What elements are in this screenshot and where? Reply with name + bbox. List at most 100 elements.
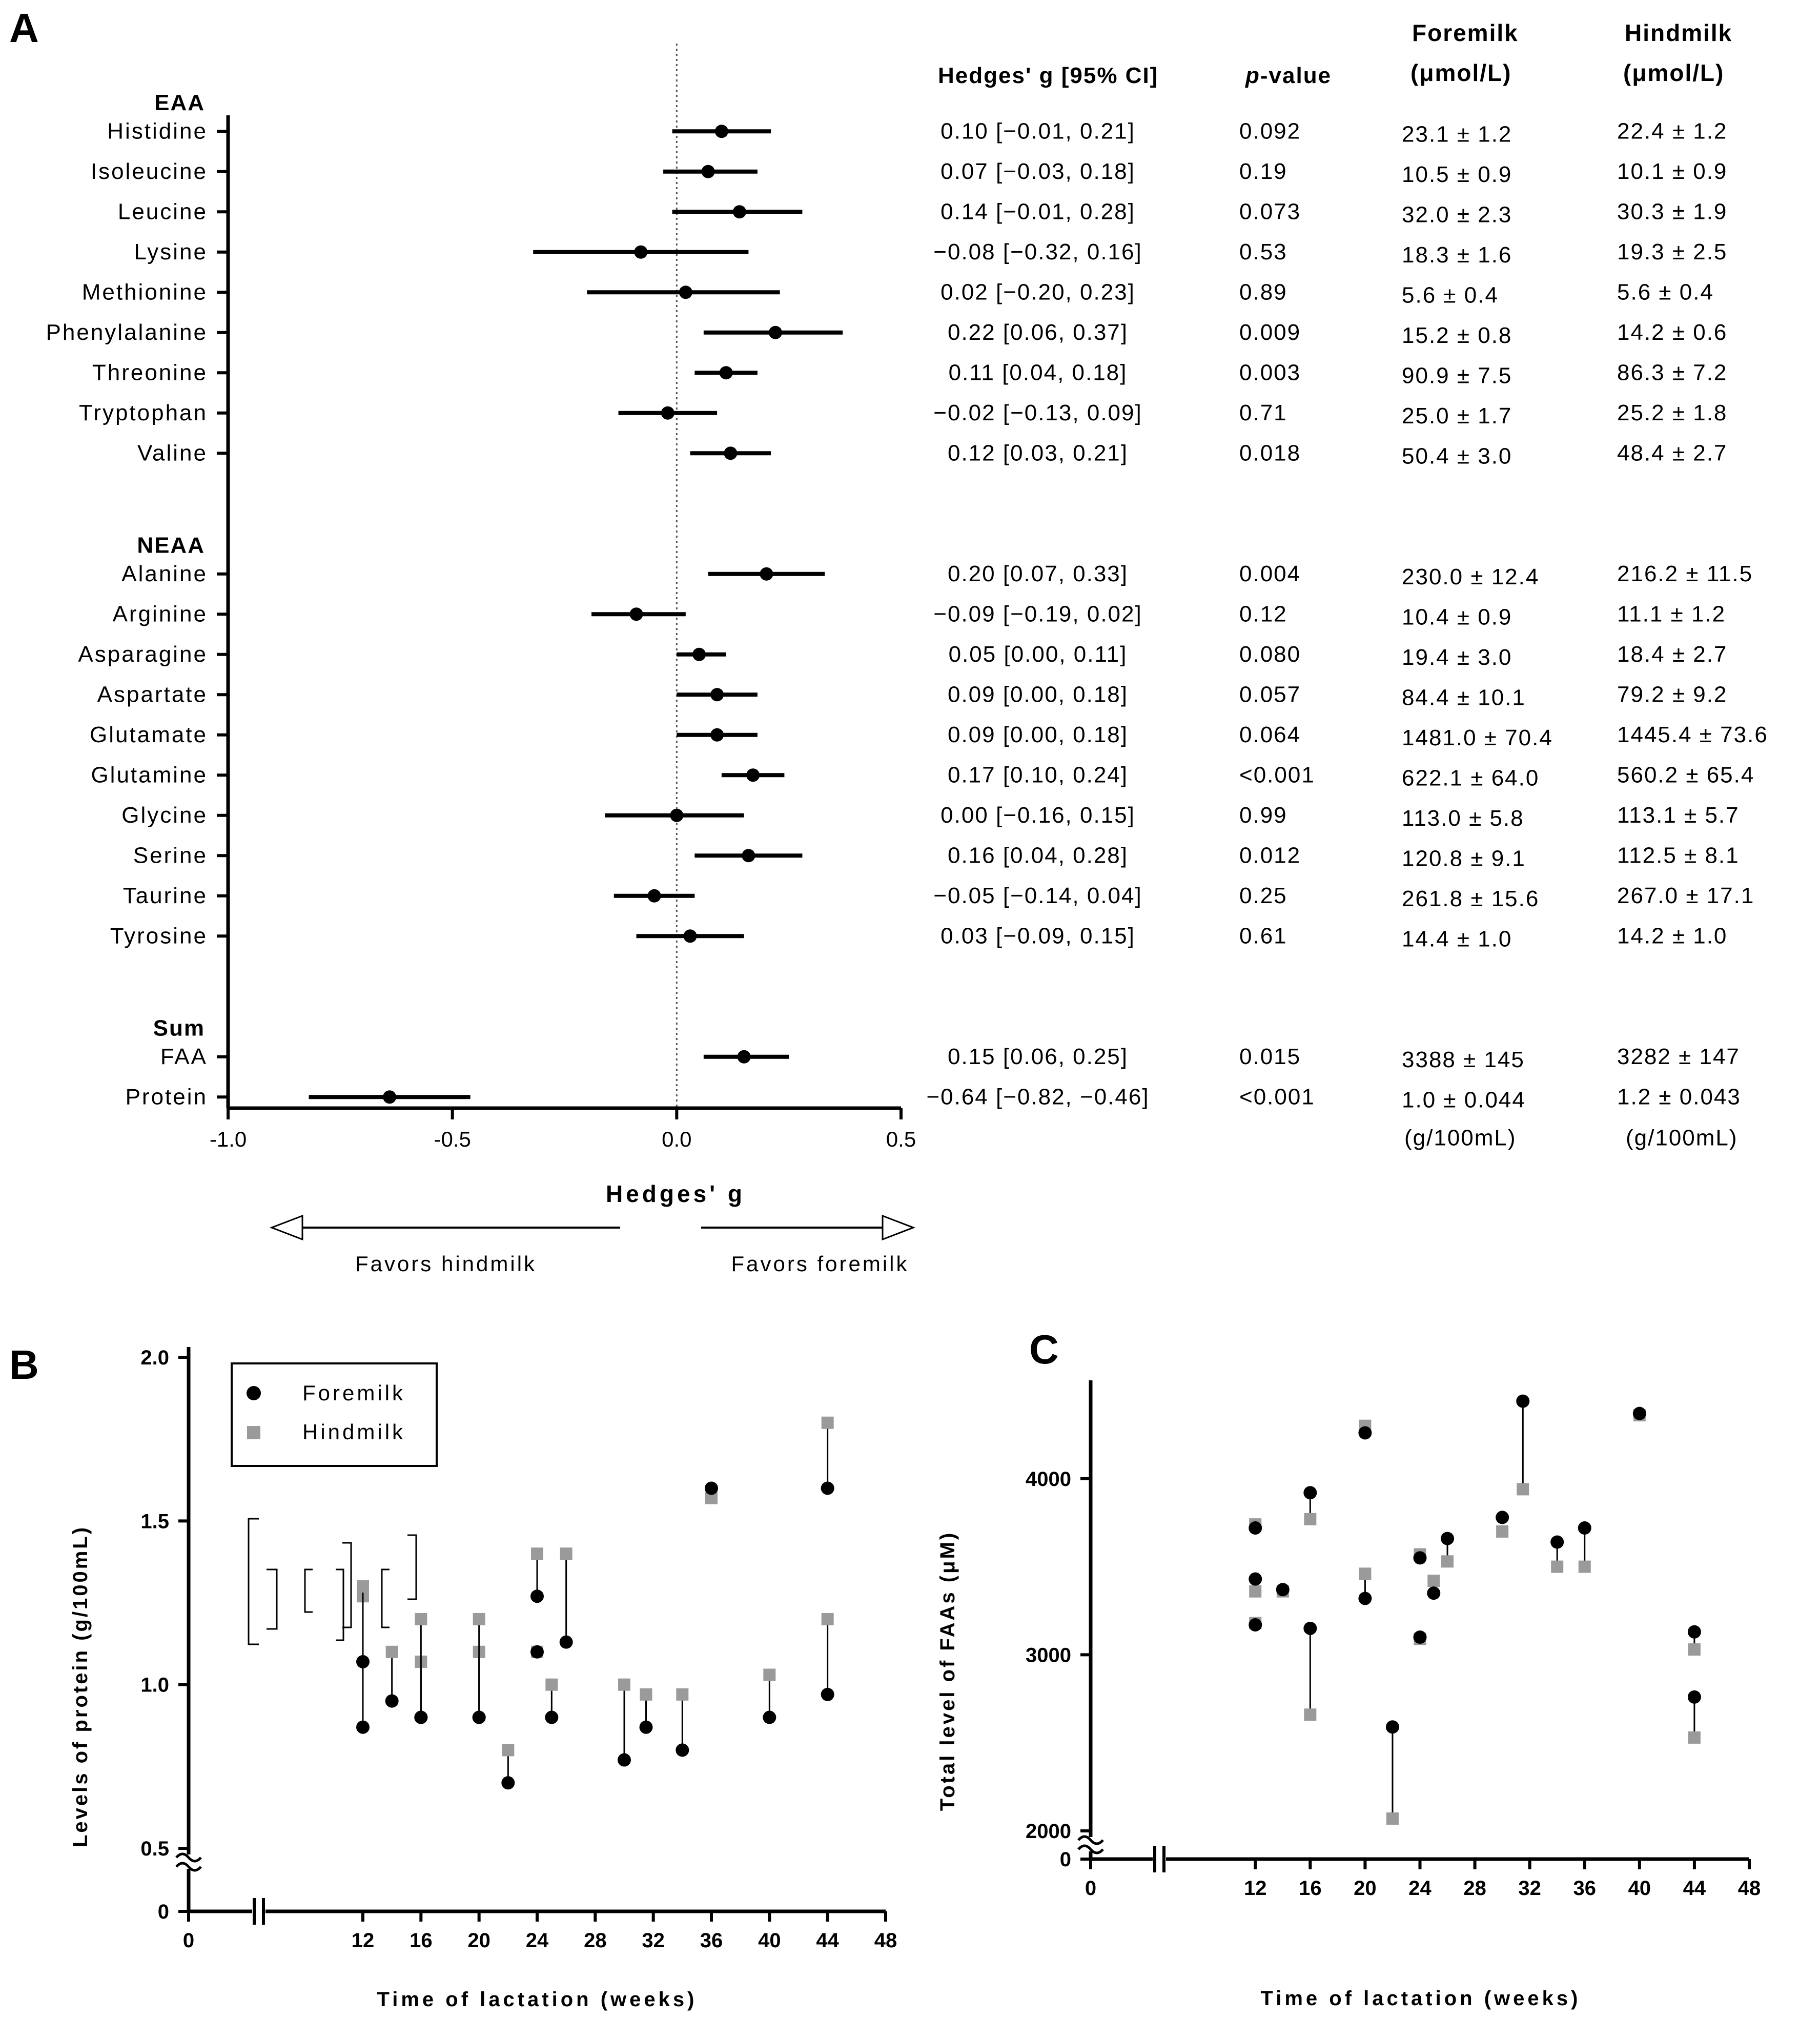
foremilk-point bbox=[559, 1635, 573, 1649]
ci-text: 0.09 [0.00, 0.18] bbox=[948, 722, 1128, 747]
effect-point bbox=[710, 688, 724, 702]
effect-point bbox=[383, 1090, 397, 1104]
ci-text: −0.08 [−0.32, 0.16] bbox=[933, 239, 1142, 264]
y-tick-label: 3000 bbox=[1026, 1644, 1071, 1666]
legend-hindmilk-label: Hindmilk bbox=[302, 1420, 405, 1444]
hindmilk-point bbox=[1304, 1513, 1317, 1525]
x-tick-label: 32 bbox=[642, 1929, 665, 1952]
foremilk-point bbox=[1632, 1406, 1646, 1420]
foremilk-value: 10.4 ± 0.9 bbox=[1402, 604, 1512, 629]
group-label-sum: Sum bbox=[153, 1016, 205, 1041]
y-tick-label: 1.0 bbox=[140, 1674, 169, 1697]
hindmilk-point bbox=[385, 1645, 398, 1658]
foremilk-point bbox=[1687, 1690, 1701, 1704]
foremilk-point bbox=[1385, 1720, 1399, 1734]
pair-bracket bbox=[248, 1518, 259, 1645]
foremilk-value: 32.0 ± 2.3 bbox=[1402, 202, 1512, 227]
pair-bracket bbox=[267, 1568, 278, 1630]
pair-bracket bbox=[304, 1568, 313, 1613]
foremilk-point bbox=[821, 1687, 834, 1701]
foremilk-value: 19.4 ± 3.0 bbox=[1402, 645, 1512, 670]
faa-x-label: Time of lactation (weeks) bbox=[1261, 1987, 1581, 2010]
foremilk-point bbox=[1276, 1583, 1290, 1597]
hindmilk-value: 10.1 ± 0.9 bbox=[1617, 159, 1727, 184]
foremilk-value: 23.1 ± 1.2 bbox=[1402, 121, 1512, 147]
foremilk-value: 50.4 ± 3.0 bbox=[1402, 443, 1512, 468]
hindmilk-point bbox=[531, 1547, 543, 1560]
x-tick-label: 40 bbox=[1628, 1877, 1651, 1900]
x-tick-label: 36 bbox=[1573, 1877, 1597, 1900]
favors-foremilk-arrow bbox=[701, 1214, 916, 1241]
row-label: Tryptophan bbox=[79, 400, 208, 425]
foremilk-point bbox=[1427, 1586, 1441, 1600]
forest-x-tick-label: -1.0 bbox=[210, 1127, 247, 1151]
effect-point bbox=[647, 889, 661, 903]
y-tick-label: 0 bbox=[1060, 1848, 1071, 1871]
foremilk-point bbox=[1249, 1618, 1262, 1631]
hindmilk-point bbox=[502, 1744, 515, 1757]
hindmilk-value: 30.3 ± 1.9 bbox=[1617, 199, 1727, 224]
ci-text: 0.07 [−0.03, 0.18] bbox=[940, 159, 1135, 184]
ci-text: 0.12 [0.03, 0.21] bbox=[948, 440, 1128, 465]
p-value-text: 0.61 bbox=[1239, 923, 1287, 948]
effect-point bbox=[629, 607, 643, 621]
foremilk-value: 14.4 ± 1.0 bbox=[1402, 926, 1512, 951]
group-label-eaa: EAA bbox=[154, 90, 205, 115]
ci-text: 0.11 [0.04, 0.18] bbox=[949, 360, 1128, 385]
x-tick-label: 12 bbox=[352, 1929, 375, 1952]
p-value-text: 0.015 bbox=[1239, 1044, 1301, 1069]
x-tick-label: 44 bbox=[816, 1929, 839, 1952]
p-value-text: 0.057 bbox=[1239, 682, 1301, 707]
faa-scatter: 0 12 16 20 24 28 32 36 40 44 48 0 2000 3000 4000 Time … bbox=[936, 1380, 1761, 2010]
hindmilk-value: 112.5 ± 8.1 bbox=[1617, 843, 1740, 868]
ci-text: 0.14 [−0.01, 0.28] bbox=[940, 199, 1135, 224]
hindmilk-point bbox=[640, 1688, 652, 1701]
foremilk-value: 10.5 ± 0.9 bbox=[1402, 162, 1512, 187]
row-label: Aspartate bbox=[97, 682, 208, 707]
x-tick-label: 48 bbox=[874, 1929, 897, 1952]
x-tick-label: 20 bbox=[1354, 1877, 1377, 1900]
x-tick-label: 0 bbox=[1085, 1877, 1096, 1900]
hindmilk-point bbox=[1386, 1812, 1399, 1825]
row-label: Threonine bbox=[92, 360, 208, 385]
y-axis-break bbox=[175, 1852, 202, 1872]
effect-point bbox=[746, 768, 760, 782]
p-value-text: 0.018 bbox=[1239, 440, 1301, 465]
p-value-text: 0.004 bbox=[1239, 561, 1301, 586]
ci-text: 0.17 [0.10, 0.24] bbox=[948, 762, 1128, 787]
p-value-text: 0.064 bbox=[1239, 722, 1301, 747]
hindmilk-point bbox=[1688, 1643, 1701, 1656]
foremilk-point bbox=[676, 1743, 689, 1757]
faa-axes: 0 12 16 20 24 28 32 36 40 44 48 0 2000 3000 4000 bbox=[1026, 1380, 1761, 1900]
foremilk-point bbox=[356, 1720, 370, 1734]
p-value-text: 0.99 bbox=[1239, 803, 1287, 828]
foremilk-point bbox=[530, 1589, 544, 1603]
pair-bracket bbox=[342, 1542, 352, 1628]
hindmilk-value: 11.1 ± 1.2 bbox=[1617, 601, 1726, 626]
legend-foremilk-label: Foremilk bbox=[302, 1381, 405, 1405]
row-label: Taurine bbox=[123, 883, 208, 908]
forest-x-tick-label: -0.5 bbox=[434, 1127, 471, 1151]
hindmilk-value: 14.2 ± 1.0 bbox=[1617, 923, 1727, 948]
foremilk-point bbox=[1550, 1535, 1564, 1549]
x-tick-label: 28 bbox=[584, 1929, 607, 1952]
x-tick-label: 32 bbox=[1518, 1877, 1541, 1900]
hindmilk-value: 22.4 ± 1.2 bbox=[1617, 118, 1727, 144]
col-header-p-rest: -value bbox=[1260, 63, 1332, 88]
effect-point bbox=[737, 1050, 751, 1064]
row-label: Lysine bbox=[134, 239, 208, 264]
effect-point bbox=[661, 406, 674, 420]
hindmilk-point bbox=[473, 1613, 485, 1625]
p-value-text: 0.073 bbox=[1239, 199, 1301, 224]
forest-plot: -1.0 -0.5 0.0 0.5 EAA Histidine 0.10 [−0.01, … bbox=[46, 19, 1767, 1276]
row-label: Protein bbox=[126, 1084, 208, 1109]
x-tick-label: 24 bbox=[526, 1929, 549, 1952]
hindmilk-value: 79.2 ± 9.2 bbox=[1617, 682, 1727, 707]
foremilk-point bbox=[414, 1710, 428, 1724]
col-header-hindmilk-unit: (μmol/L) bbox=[1623, 59, 1724, 86]
row-label: Alanine bbox=[121, 561, 208, 586]
panel-label-c: C bbox=[1029, 1327, 1059, 1372]
ci-text: −0.05 [−0.14, 0.04] bbox=[933, 883, 1142, 908]
hindmilk-point bbox=[1496, 1525, 1509, 1538]
hindmilk-point bbox=[676, 1688, 689, 1701]
